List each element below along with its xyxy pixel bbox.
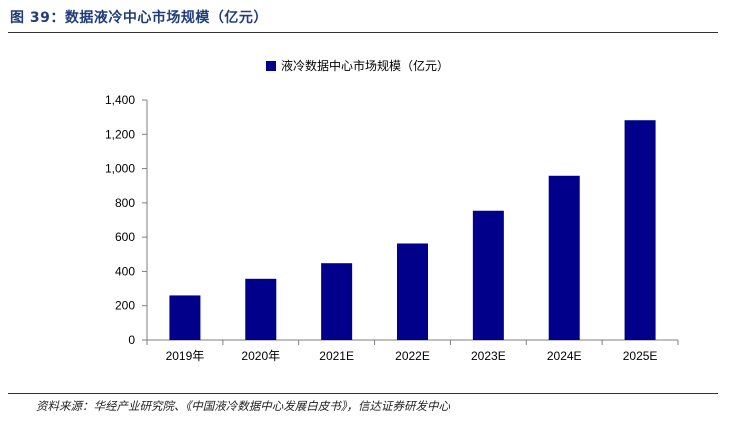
x-tick-label: 2024E <box>547 349 582 363</box>
legend-label: 液冷数据中心市场规模（亿元） <box>281 58 449 73</box>
bar <box>472 210 504 340</box>
source-note: 资料来源：华经产业研究院、《中国液冷数据中心发展白皮书》，信达证券研发中心 <box>36 399 450 413</box>
y-tick-label: 1,400 <box>105 93 135 107</box>
y-tick-label: 1,200 <box>105 127 135 141</box>
y-tick-label: 600 <box>115 230 135 244</box>
title-divider <box>8 32 718 33</box>
x-tick-label: 2020年 <box>241 349 280 363</box>
bar <box>397 243 428 340</box>
bar <box>548 175 580 340</box>
y-tick-label: 200 <box>115 299 135 313</box>
source-divider <box>8 393 718 394</box>
y-tick-label: 1,000 <box>105 162 135 176</box>
y-tick-label: 800 <box>115 196 135 210</box>
bar <box>624 120 656 340</box>
y-tick-label: 0 <box>128 333 135 347</box>
bar <box>245 278 277 340</box>
x-tick-label: 2022E <box>395 349 430 363</box>
bar <box>321 263 353 340</box>
figure-title: 图 39：数据液冷中心市场规模（亿元） <box>10 10 268 26</box>
x-tick-label: 2025E <box>623 349 658 363</box>
y-tick-label: 400 <box>115 264 135 278</box>
x-tick-label: 2019年 <box>166 349 205 363</box>
bar <box>169 295 201 340</box>
x-tick-label: 2023E <box>471 349 506 363</box>
legend-swatch <box>266 61 276 71</box>
x-tick-label: 2021E <box>319 349 354 363</box>
